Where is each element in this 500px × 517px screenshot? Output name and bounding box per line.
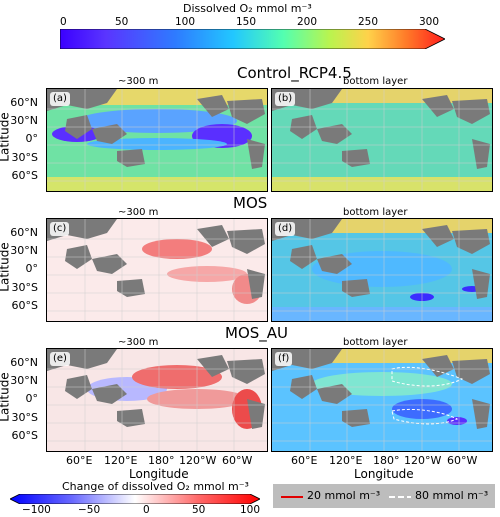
lat-tick: 0° [25, 132, 39, 145]
lat-tick: 30°N [10, 374, 38, 387]
lon-tick: 120°W [179, 454, 217, 467]
row3-left-col-title: ~300 m [118, 337, 159, 348]
lat-tick: 60°N [10, 226, 38, 239]
lat-tick: 60°S [11, 429, 38, 442]
panel-tag: (e) [50, 352, 70, 366]
row3-right-col-title: bottom layer [343, 337, 408, 348]
panel-tag: (d) [275, 222, 296, 236]
lat-tick: 30°N [10, 244, 38, 257]
bottom-colorbar-bar [10, 494, 260, 504]
panel-c: (c) [46, 218, 268, 322]
lon-tick: 120°W [404, 454, 442, 467]
lon-tick: 180° [148, 454, 175, 467]
lon-tick: 60°E [291, 454, 318, 467]
row1-left-col-title: ~300 m [118, 76, 159, 87]
bottom-colorbar-tick: 0 [143, 504, 150, 516]
top-colorbar-tick: 0 [60, 16, 67, 28]
lat-tick: 30°S [11, 411, 38, 424]
row2-left-col-title: ~300 m [118, 207, 159, 218]
lon-ticks-left: 60°E 120°E 180° 120°W 60°W [46, 454, 266, 468]
row1-right-col-title: bottom layer [343, 76, 408, 87]
lat-tick: 60°S [11, 299, 38, 312]
lat-tick: 30°S [11, 281, 38, 294]
legend-red-line [281, 496, 303, 498]
lat-tick: 30°N [10, 114, 38, 127]
row2-right-col-title: bottom layer [343, 207, 408, 218]
top-colorbar-tick: 50 [115, 16, 129, 28]
top-colorbar-tick: 300 [419, 16, 440, 28]
lat-tick: 60°N [10, 96, 38, 109]
lat-tick: 0° [25, 262, 39, 275]
row3-lat-ticks: 60°N 30°N 0° 30°S 60°S [0, 352, 44, 452]
top-colorbar-tick: 250 [358, 16, 379, 28]
bottom-colorbar-tick: −100 [22, 504, 51, 516]
legend-red-label: 20 mmol m⁻³ [307, 489, 381, 502]
row2-title: MOS [233, 194, 268, 212]
top-colorbar-bar [60, 29, 445, 49]
lon-tick: 60°W [447, 454, 478, 467]
bottom-colorbar-tick: 100 [240, 504, 261, 516]
legend-white-label: 80 mmol m⁻³ [415, 489, 489, 502]
panel-tag: (a) [50, 92, 70, 106]
top-colorbar [60, 29, 445, 49]
lon-tick: 60°W [222, 454, 253, 467]
bottom-colorbar-tick: −50 [78, 504, 101, 516]
lon-tick: 60°E [66, 454, 93, 467]
top-colorbar-tick: 200 [297, 16, 318, 28]
panel-b: (b) [271, 88, 493, 192]
panel-e: (e) [46, 348, 268, 452]
panel-tag: (c) [50, 222, 70, 236]
panel-tag: (b) [275, 92, 296, 106]
lat-tick: 30°S [11, 151, 38, 164]
top-colorbar-ticks: 0 50 100 150 200 250 300 [60, 16, 445, 30]
bottom-colorbar-ticks: −100 −50 0 50 100 [22, 504, 262, 517]
xlabel-left: Longitude [129, 467, 189, 481]
panel-d: (d) [271, 218, 493, 322]
contour-legend: 20 mmol m⁻³ 80 mmol m⁻³ [273, 484, 495, 508]
legend-white-dash [389, 496, 411, 498]
top-colorbar-tick: 150 [236, 16, 257, 28]
lon-tick: 120°E [329, 454, 363, 467]
row3-title: MOS_AU [225, 324, 289, 342]
bottom-colorbar-tick: 50 [192, 504, 206, 516]
panel-a: (a) [46, 88, 268, 192]
row1-title: Control_RCP4.5 [237, 64, 352, 82]
lat-tick: 0° [25, 392, 39, 405]
row1-lat-ticks: 60°N 30°N 0° 30°S 60°S [0, 92, 44, 192]
panel-f: (f) [271, 348, 493, 452]
top-colorbar-tick: 100 [175, 16, 196, 28]
lon-tick: 120°E [104, 454, 138, 467]
xlabel-right: Longitude [354, 467, 414, 481]
top-colorbar-title: Dissolved O₂ mmol m⁻³ [183, 2, 312, 15]
lat-tick: 60°N [10, 356, 38, 369]
lat-tick: 60°S [11, 169, 38, 182]
row2-lat-ticks: 60°N 30°N 0° 30°S 60°S [0, 222, 44, 322]
lon-ticks-right: 60°E 120°E 180° 120°W 60°W [271, 454, 491, 468]
lon-tick: 180° [373, 454, 400, 467]
panel-tag: (f) [275, 352, 293, 366]
bottom-colorbar [10, 494, 260, 504]
bottom-colorbar-title: Change of dissolved O₂ mmol m⁻³ [62, 480, 249, 493]
